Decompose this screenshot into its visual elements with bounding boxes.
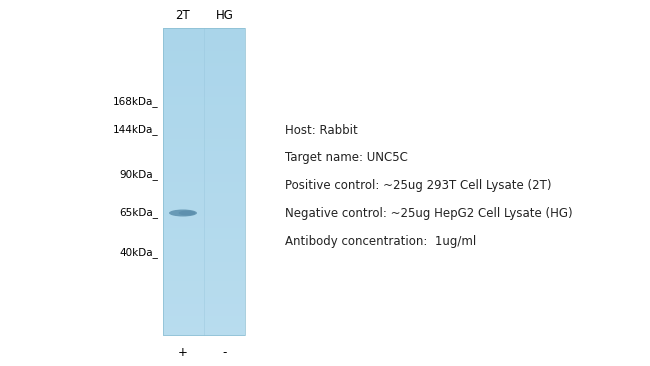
Bar (163, 312, 245, 316)
Bar (163, 281, 245, 285)
Bar (163, 197, 245, 201)
Text: 65kDa_: 65kDa_ (119, 208, 158, 219)
Bar (163, 243, 245, 247)
Bar (163, 231, 245, 236)
Bar (163, 216, 245, 220)
Bar (163, 40, 245, 44)
Bar (163, 289, 245, 293)
Bar (163, 112, 245, 117)
Bar (163, 201, 245, 205)
Text: +: + (178, 346, 188, 359)
Bar (163, 170, 245, 174)
Bar (163, 174, 245, 178)
Bar (163, 324, 245, 328)
Bar (163, 162, 245, 167)
Text: -: - (223, 346, 227, 359)
Bar (163, 128, 245, 132)
Bar (163, 293, 245, 297)
Bar (163, 158, 245, 163)
Bar (163, 28, 245, 335)
Bar (163, 32, 245, 36)
Bar (163, 262, 245, 266)
Text: HG: HG (216, 9, 234, 22)
Bar (163, 270, 245, 274)
Bar (163, 212, 245, 217)
Bar (163, 166, 245, 171)
Bar (163, 135, 245, 140)
Bar (163, 205, 245, 209)
Bar (163, 120, 245, 124)
Text: 90kDa_: 90kDa_ (119, 169, 158, 180)
Bar (163, 300, 245, 305)
Bar (163, 51, 245, 55)
Text: Negative control: ~25ug HepG2 Cell Lysate (HG): Negative control: ~25ug HepG2 Cell Lysat… (285, 208, 573, 220)
Bar (163, 296, 245, 301)
Bar (163, 139, 245, 143)
Bar (163, 70, 245, 75)
Bar (163, 185, 245, 190)
Bar (163, 266, 245, 270)
Bar (163, 182, 245, 186)
Bar (163, 235, 245, 240)
Bar (163, 116, 245, 121)
Bar (163, 178, 245, 182)
Bar (163, 55, 245, 59)
Bar (163, 66, 245, 71)
Bar (163, 308, 245, 313)
Ellipse shape (169, 209, 197, 217)
Bar (163, 277, 245, 282)
Bar (163, 208, 245, 213)
Text: Positive control: ~25ug 293T Cell Lysate (2T): Positive control: ~25ug 293T Cell Lysate… (285, 179, 551, 193)
Bar (163, 132, 245, 136)
Bar (163, 143, 245, 147)
Bar (163, 220, 245, 224)
Bar (163, 93, 245, 98)
Bar (163, 78, 245, 82)
Bar (163, 28, 245, 32)
Text: 144kDa_: 144kDa_ (112, 124, 158, 135)
Ellipse shape (179, 210, 196, 216)
Bar (163, 151, 245, 155)
Bar (163, 274, 245, 278)
Bar (163, 251, 245, 255)
Bar (163, 320, 245, 324)
Bar (163, 224, 245, 228)
Text: Host: Rabbit: Host: Rabbit (285, 123, 358, 137)
Bar (163, 74, 245, 78)
Bar (163, 247, 245, 251)
Bar (163, 59, 245, 63)
Bar (163, 101, 245, 105)
Text: 2T: 2T (176, 9, 190, 22)
Text: 40kDa_: 40kDa_ (119, 247, 158, 258)
Bar (163, 155, 245, 159)
Bar (163, 254, 245, 259)
Bar (163, 43, 245, 48)
Bar (163, 82, 245, 86)
Bar (163, 105, 245, 109)
Bar (163, 124, 245, 128)
Bar (163, 239, 245, 243)
Bar (163, 36, 245, 40)
Bar (163, 285, 245, 290)
Text: Antibody concentration:  1ug/ml: Antibody concentration: 1ug/ml (285, 235, 476, 249)
Bar (163, 47, 245, 52)
Bar (163, 97, 245, 101)
Bar (163, 147, 245, 151)
Bar (163, 228, 245, 232)
Bar (163, 63, 245, 67)
Bar (163, 331, 245, 336)
Text: 168kDa_: 168kDa_ (112, 97, 158, 108)
Bar (163, 189, 245, 194)
Bar (163, 109, 245, 113)
Bar (163, 316, 245, 320)
Bar (163, 258, 245, 262)
Bar (163, 86, 245, 90)
Bar (163, 304, 245, 309)
Bar (163, 327, 245, 332)
Bar (163, 89, 245, 94)
Bar (163, 193, 245, 197)
Text: Target name: UNC5C: Target name: UNC5C (285, 152, 408, 164)
